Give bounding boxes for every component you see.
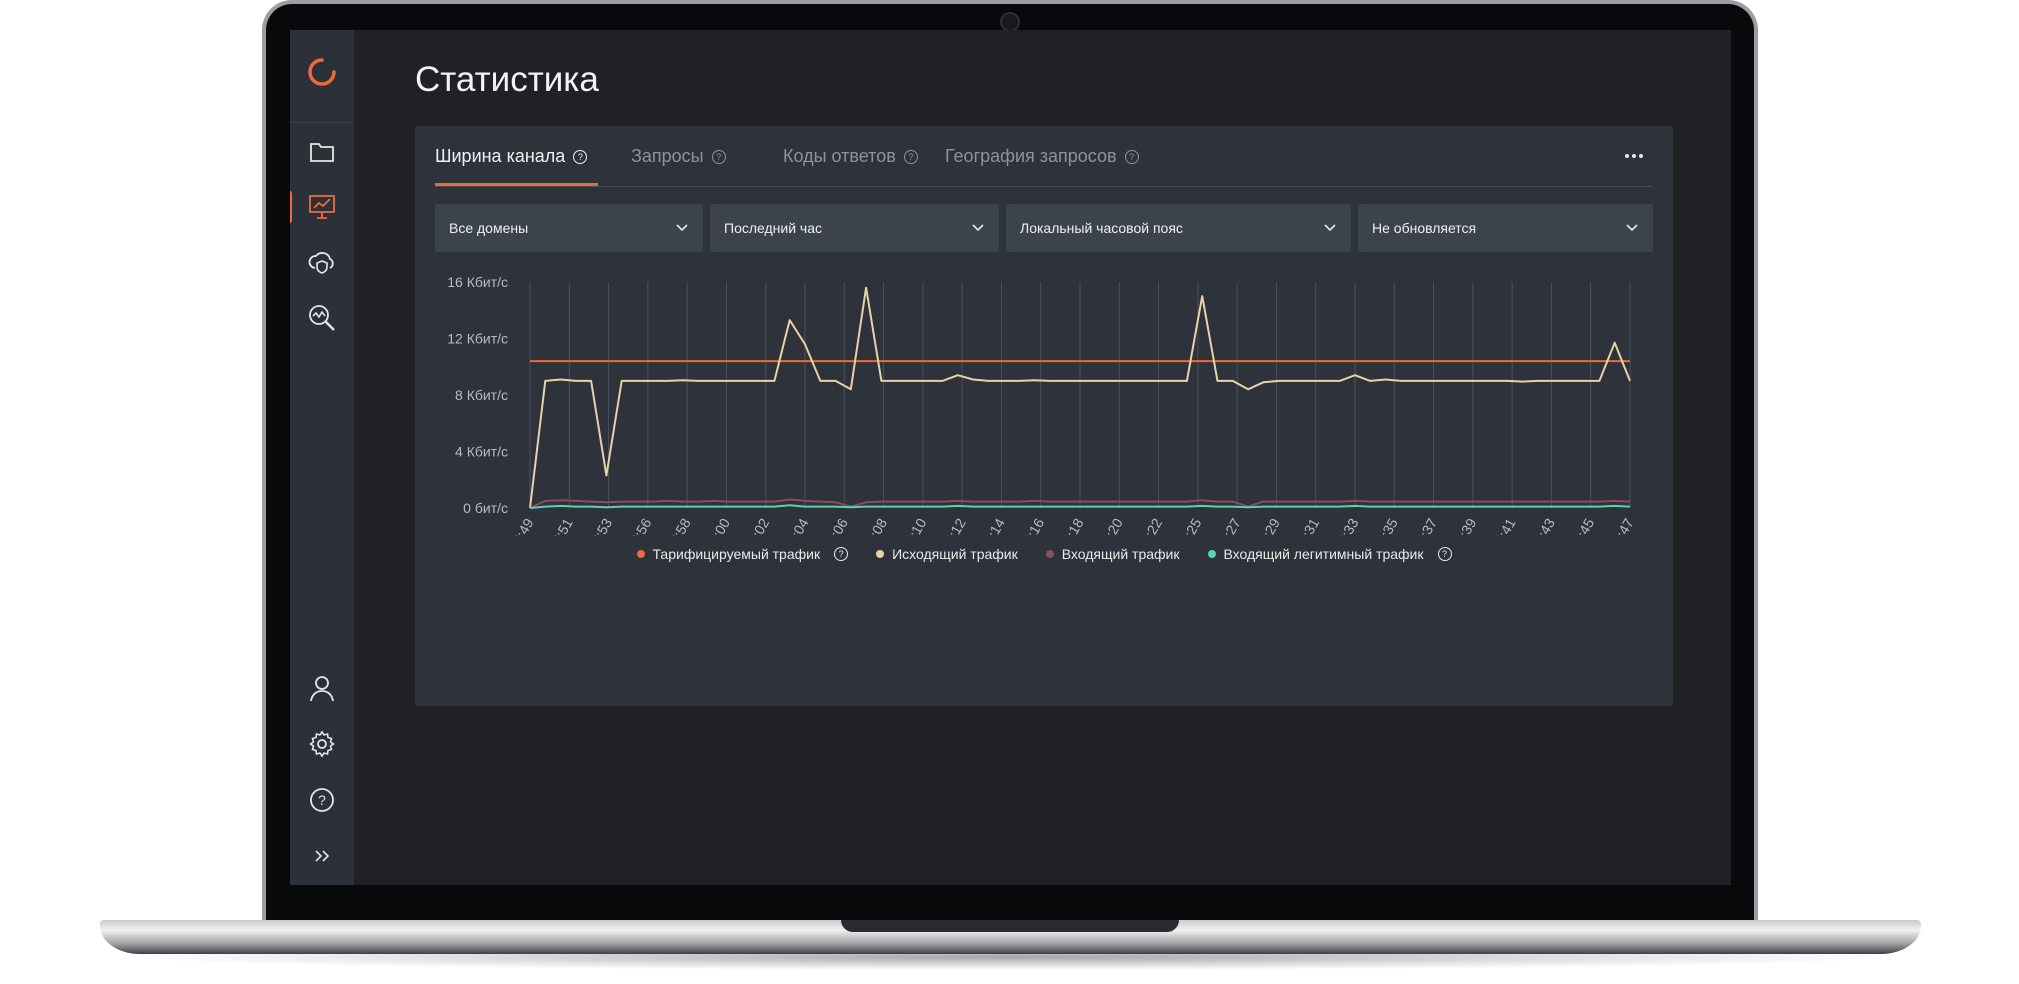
select-value: Не обновляется bbox=[1372, 220, 1477, 236]
legend-dot bbox=[1045, 550, 1054, 558]
y-tick-label: 16 Кбит/с bbox=[447, 274, 508, 290]
chevron-down-icon bbox=[1324, 224, 1336, 232]
active-indicator bbox=[290, 190, 292, 224]
x-tick-label: 14:37 bbox=[1409, 515, 1440, 536]
x-tick-label: 14:31 bbox=[1291, 515, 1322, 536]
laptop-hinge-notch bbox=[841, 920, 1179, 932]
series-line bbox=[529, 498, 1631, 509]
legend-dot bbox=[1207, 550, 1216, 558]
x-tick-label: 14:41 bbox=[1487, 515, 1518, 536]
legend-item[interactable]: Тарифицируемый трафик? bbox=[636, 546, 849, 562]
domain-select[interactable]: Все домены bbox=[435, 204, 703, 252]
x-tick-label: 14:45 bbox=[1566, 515, 1597, 536]
svg-text:?: ? bbox=[318, 792, 326, 808]
y-tick-label: 0 бит/с bbox=[463, 500, 508, 516]
legend-label: Исходящий трафик bbox=[892, 546, 1018, 562]
expand-icon[interactable] bbox=[304, 838, 340, 874]
x-tick-label: 14:04 bbox=[780, 515, 811, 536]
page-title: Статистика bbox=[415, 60, 599, 99]
x-tick-label: 13:53 bbox=[584, 515, 615, 536]
webcam bbox=[1000, 12, 1020, 32]
series-line bbox=[529, 286, 1631, 509]
x-tick-label: 14:39 bbox=[1448, 515, 1479, 536]
x-tick-label: 14:22 bbox=[1134, 515, 1165, 536]
more-options-icon[interactable] bbox=[1625, 154, 1643, 158]
tab-response-codes[interactable]: Коды ответов ? bbox=[783, 146, 918, 186]
x-tick-label: 14:43 bbox=[1527, 515, 1558, 536]
help-icon[interactable]: ? bbox=[903, 150, 918, 164]
chevron-down-icon bbox=[972, 224, 984, 232]
y-tick-label: 8 Кбит/с bbox=[455, 387, 508, 403]
monitor-chart-icon[interactable] bbox=[304, 189, 340, 225]
help-icon[interactable]: ? bbox=[573, 150, 588, 164]
select-value: Все домены bbox=[449, 220, 529, 236]
bandwidth-chart: 0 бит/с 4 Кбит/с 8 Кбит/с 12 Кбит/с 16 Кбит/… bbox=[447, 274, 1636, 536]
chart-legend: Тарифицируемый трафик? Исходящий трафик Вх… bbox=[415, 546, 1673, 562]
tab-requests[interactable]: Запросы ? bbox=[631, 146, 726, 186]
statistics-panel: Ширина канала ? Запросы ? Коды ответов ?… bbox=[415, 126, 1673, 706]
x-tick-label: 14:02 bbox=[741, 515, 772, 536]
tab-request-geography[interactable]: География запросов ? bbox=[945, 146, 1139, 186]
x-tick-label: 14:00 bbox=[702, 515, 733, 536]
legend-label: Входящий легитимный трафик bbox=[1223, 546, 1424, 562]
x-tick-label: 14:27 bbox=[1212, 515, 1243, 536]
x-tick-label: 14:08 bbox=[859, 515, 890, 536]
x-tick-label: 13:56 bbox=[623, 515, 654, 536]
chevron-down-icon bbox=[676, 224, 688, 232]
legend-item[interactable]: Входящий трафик bbox=[1045, 546, 1180, 562]
y-tick-label: 4 Кбит/с bbox=[455, 444, 508, 460]
legend-label: Тарифицируемый трафик bbox=[652, 546, 821, 562]
x-tick-label: 14:25 bbox=[1173, 515, 1204, 536]
tab-label: География запросов bbox=[945, 146, 1117, 166]
x-tick-label: 14:35 bbox=[1370, 515, 1401, 536]
x-tick-label: 13:58 bbox=[662, 515, 693, 536]
x-tick-label: 13:51 bbox=[545, 515, 576, 536]
tab-bandwidth[interactable]: Ширина канала ? bbox=[435, 146, 598, 186]
x-tick-label: 14:47 bbox=[1605, 515, 1636, 536]
x-tick-label: 14:33 bbox=[1330, 515, 1361, 536]
x-tick-label: 14:18 bbox=[1055, 515, 1086, 536]
y-tick-label: 12 Кбит/с bbox=[447, 331, 508, 347]
timezone-select[interactable]: Локальный часовой пояс bbox=[1006, 204, 1351, 252]
search-wave-icon[interactable] bbox=[304, 300, 340, 336]
tab-bar: Ширина канала ? Запросы ? Коды ответов ?… bbox=[435, 126, 1653, 187]
select-value: Локальный часовой пояс bbox=[1020, 220, 1183, 236]
x-tick-label: 14:10 bbox=[898, 515, 929, 536]
user-icon[interactable] bbox=[304, 670, 340, 706]
help-icon[interactable]: ? bbox=[304, 782, 340, 818]
tab-label: Запросы bbox=[631, 146, 704, 166]
sidebar-divider bbox=[290, 122, 354, 123]
tab-label: Коды ответов bbox=[783, 146, 896, 166]
x-tick-label: 14:06 bbox=[820, 515, 851, 536]
legend-dot bbox=[876, 550, 885, 558]
x-tick-label: 14:12 bbox=[937, 515, 968, 536]
help-icon[interactable]: ? bbox=[834, 547, 849, 561]
legend-dot bbox=[636, 550, 645, 558]
select-value: Последний час bbox=[724, 220, 823, 236]
sidebar: ? bbox=[290, 30, 354, 885]
x-tick-label: 14:14 bbox=[977, 515, 1008, 536]
gear-icon[interactable] bbox=[304, 726, 340, 762]
x-tick-label: 13:49 bbox=[505, 515, 536, 536]
x-tick-label: 14:29 bbox=[1252, 515, 1283, 536]
refresh-select[interactable]: Не обновляется bbox=[1358, 204, 1653, 252]
help-icon[interactable]: ? bbox=[711, 150, 726, 164]
legend-item[interactable]: Входящий легитимный трафик? bbox=[1207, 546, 1452, 562]
tab-label: Ширина канала bbox=[435, 146, 566, 166]
app-screen: ? Статистика Ширина канала ? Запросы ? К… bbox=[290, 30, 1731, 885]
help-icon[interactable]: ? bbox=[1437, 547, 1452, 561]
folder-icon[interactable] bbox=[304, 134, 340, 170]
x-tick-label: 14:16 bbox=[1016, 515, 1047, 536]
logo-icon[interactable] bbox=[304, 54, 340, 90]
cloud-shield-icon[interactable] bbox=[304, 244, 340, 280]
legend-item[interactable]: Исходящий трафик bbox=[876, 546, 1018, 562]
legend-label: Входящий трафик bbox=[1061, 546, 1180, 562]
series-line bbox=[529, 504, 1631, 509]
help-icon[interactable]: ? bbox=[1124, 150, 1139, 164]
chevron-down-icon bbox=[1626, 224, 1638, 232]
period-select[interactable]: Последний час bbox=[710, 204, 999, 252]
x-tick-label: 14:20 bbox=[1095, 515, 1126, 536]
